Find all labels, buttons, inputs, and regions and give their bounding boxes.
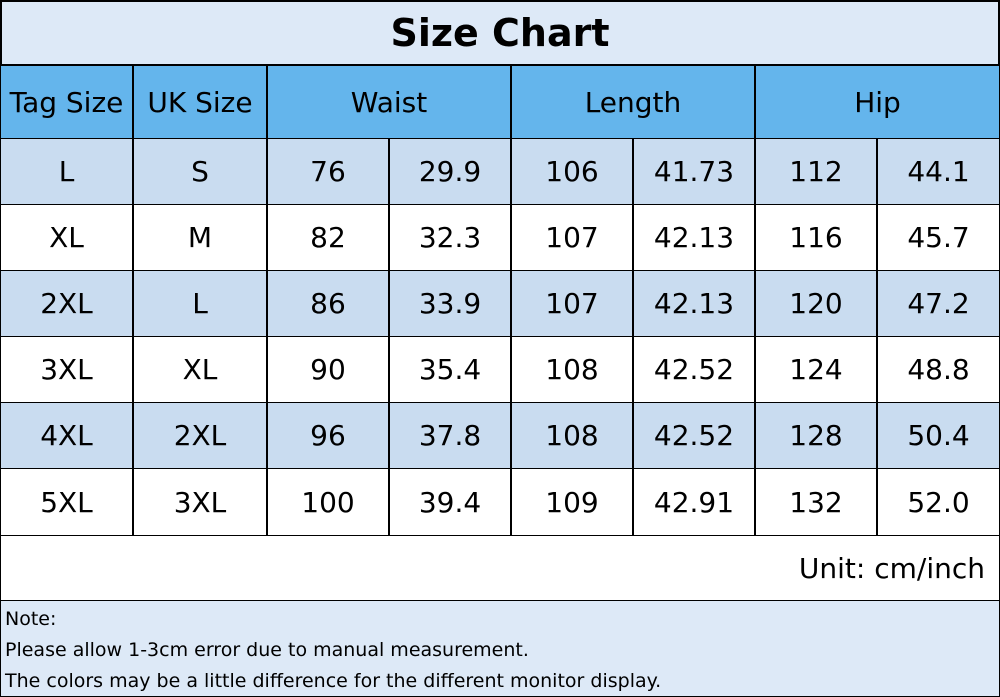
table-cell: 41.73 xyxy=(633,138,755,205)
note: Note: Please allow 1-3cm error due to ma… xyxy=(0,600,1000,697)
table-cell: 107 xyxy=(511,204,633,271)
unit-label: Unit: cm/inch xyxy=(0,535,1000,601)
note-line: The colors may be a little difference fo… xyxy=(5,670,662,692)
table-cell: L xyxy=(0,138,133,205)
table-cell: 52.0 xyxy=(877,468,1000,536)
table-cell: 100 xyxy=(267,468,389,536)
table-cell: 42.91 xyxy=(633,468,755,536)
header-cell: Waist xyxy=(267,65,511,139)
table-cell: 35.4 xyxy=(389,336,511,403)
table-cell: 108 xyxy=(511,402,633,469)
title: Size Chart xyxy=(0,0,1000,66)
table-cell: L xyxy=(133,270,267,337)
header-cell: Length xyxy=(511,65,755,139)
table-cell: 86 xyxy=(267,270,389,337)
table-cell: 4XL xyxy=(0,402,133,469)
table-cell: 106 xyxy=(511,138,633,205)
table-cell: 128 xyxy=(755,402,877,469)
table-cell: 32.3 xyxy=(389,204,511,271)
table-cell: 39.4 xyxy=(389,468,511,536)
table-cell: 96 xyxy=(267,402,389,469)
table-cell: 112 xyxy=(755,138,877,205)
table-cell: 44.1 xyxy=(877,138,1000,205)
table-cell: 2XL xyxy=(133,402,267,469)
table-cell: M xyxy=(133,204,267,271)
table-cell: 42.13 xyxy=(633,204,755,271)
table-cell: XL xyxy=(133,336,267,403)
note-line: Please allow 1-3cm error due to manual m… xyxy=(5,639,529,661)
header-cell: Hip xyxy=(755,65,1000,139)
table-cell: 37.8 xyxy=(389,402,511,469)
table-cell: 3XL xyxy=(133,468,267,536)
table-cell: 42.13 xyxy=(633,270,755,337)
table-cell: 120 xyxy=(755,270,877,337)
table-cell: 109 xyxy=(511,468,633,536)
table-cell: 90 xyxy=(267,336,389,403)
table-cell: 2XL xyxy=(0,270,133,337)
table-cell: 5XL xyxy=(0,468,133,536)
table-cell: 45.7 xyxy=(877,204,1000,271)
table-cell: 107 xyxy=(511,270,633,337)
table-cell: 33.9 xyxy=(389,270,511,337)
table-cell: 116 xyxy=(755,204,877,271)
table-cell: 108 xyxy=(511,336,633,403)
table-cell: 42.52 xyxy=(633,402,755,469)
table-cell: 47.2 xyxy=(877,270,1000,337)
note-heading: Note: xyxy=(5,608,57,630)
table-cell: 48.8 xyxy=(877,336,1000,403)
table-cell: 29.9 xyxy=(389,138,511,205)
header-cell: UK Size xyxy=(133,65,267,139)
table-cell: S xyxy=(133,138,267,205)
table-cell: 124 xyxy=(755,336,877,403)
table-cell: 50.4 xyxy=(877,402,1000,469)
table-cell: 3XL xyxy=(0,336,133,403)
table-cell: XL xyxy=(0,204,133,271)
table-cell: 76 xyxy=(267,138,389,205)
header-cell: Tag Size xyxy=(0,65,133,139)
table-cell: 82 xyxy=(267,204,389,271)
table-cell: 132 xyxy=(755,468,877,536)
table-cell: 42.52 xyxy=(633,336,755,403)
